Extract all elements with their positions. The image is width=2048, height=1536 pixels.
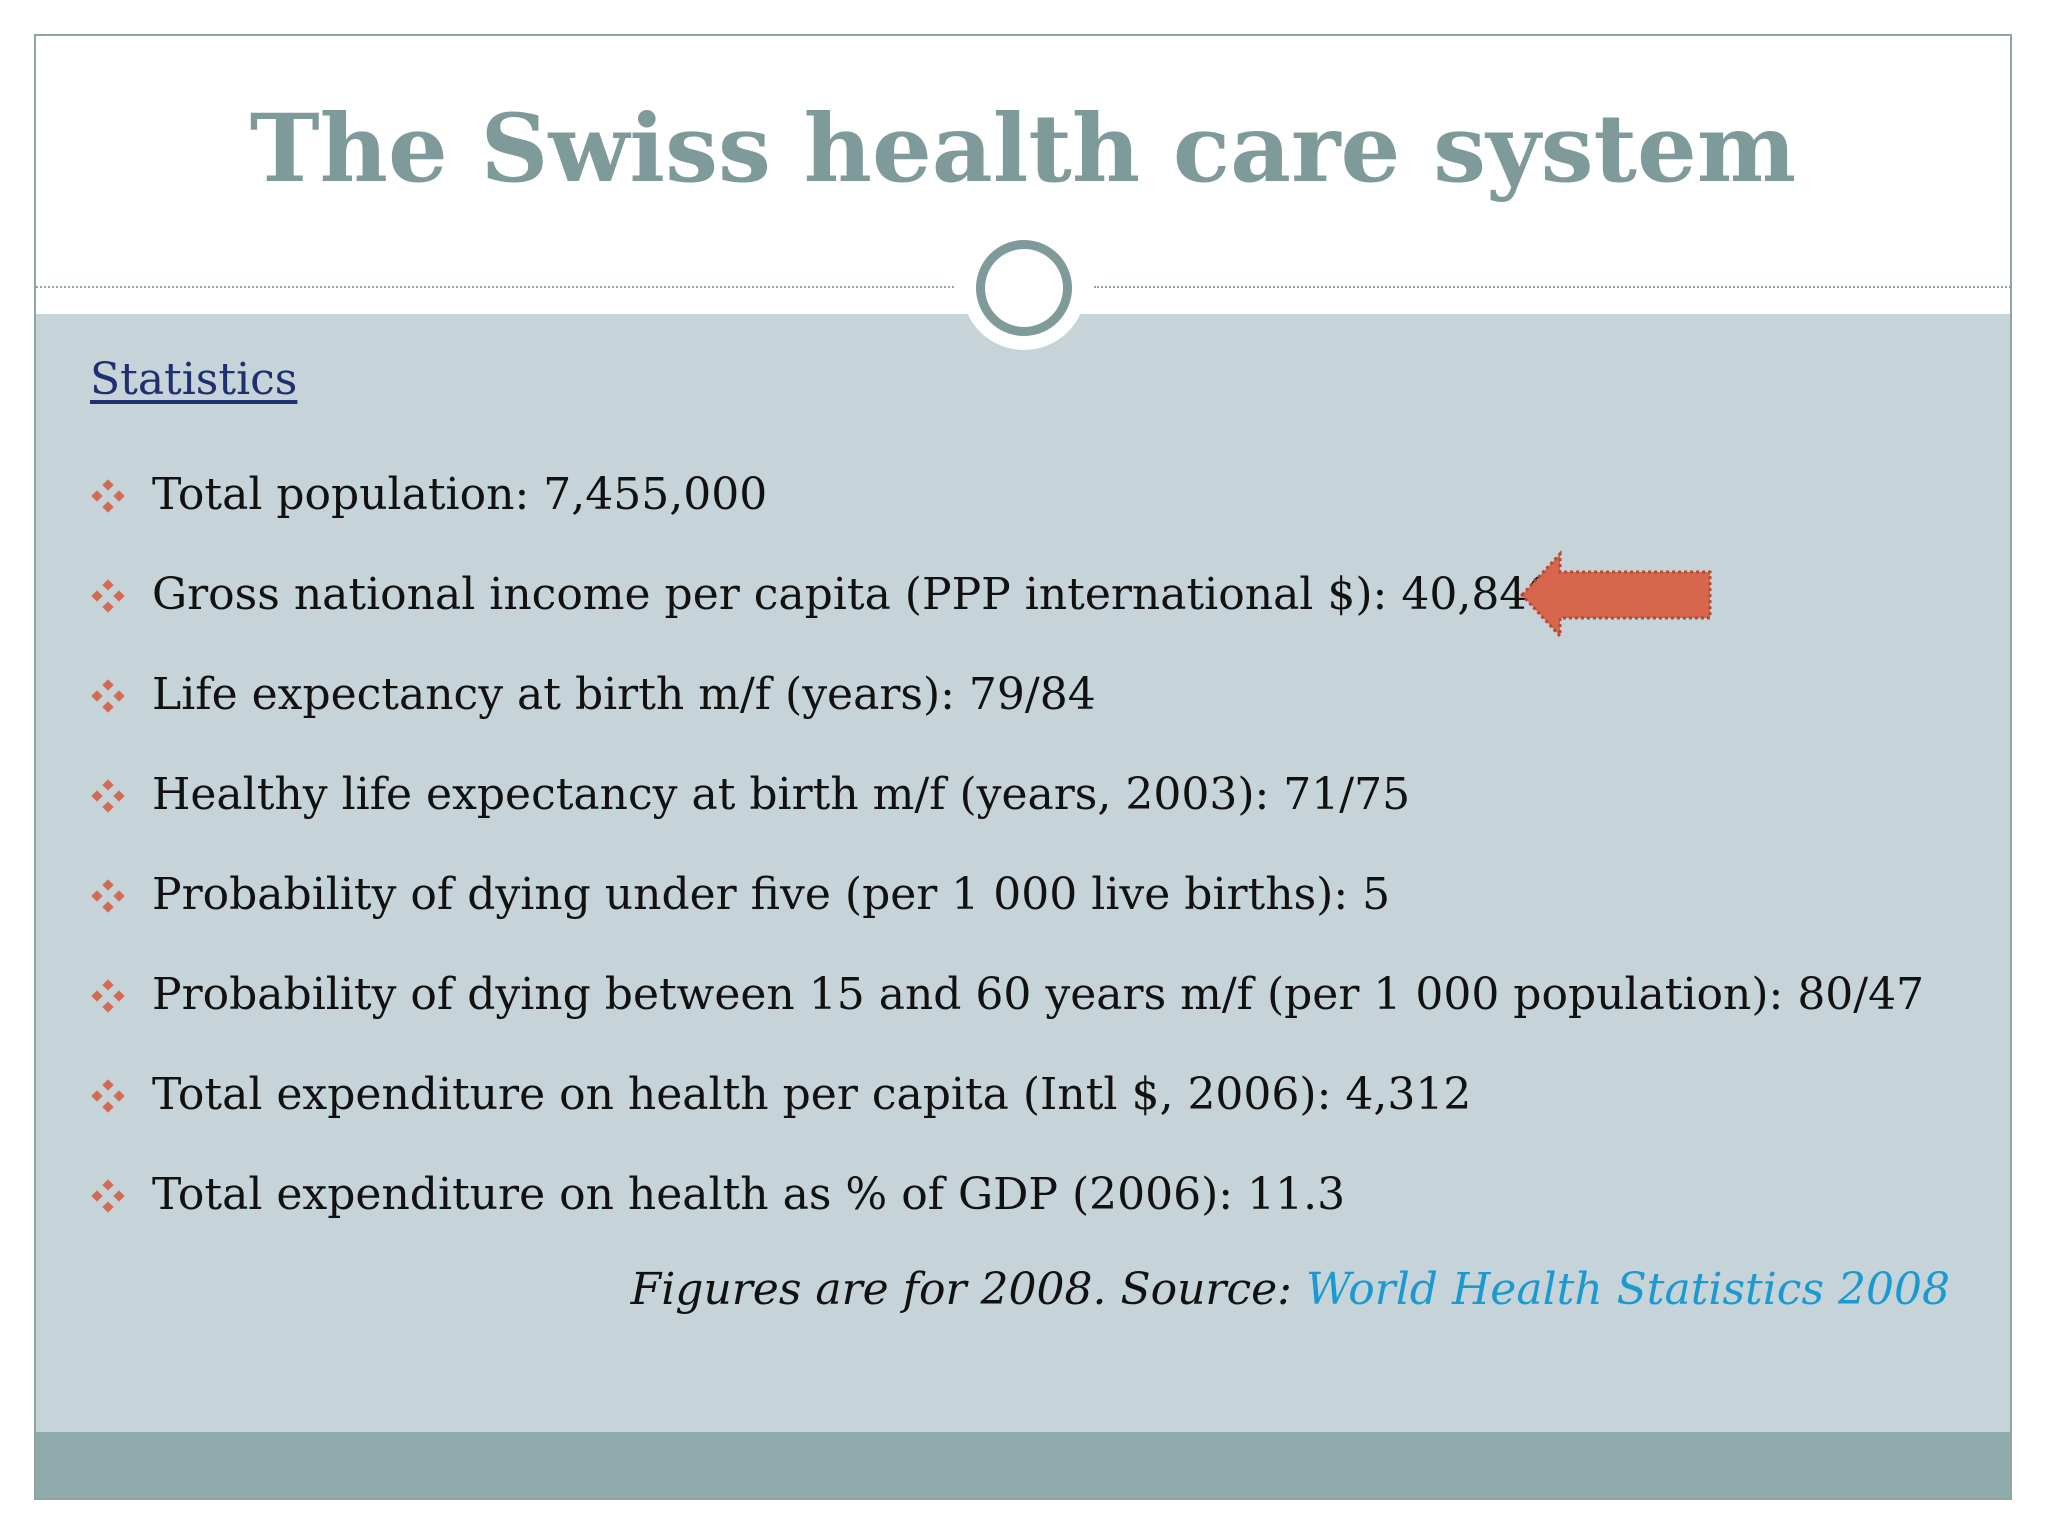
stat-text: Gross national income per capita (PPP in… bbox=[152, 569, 1556, 620]
source-citation: Figures are for 2008. Source: World Heal… bbox=[631, 1264, 1950, 1315]
slide: The Swiss health care system Statistics … bbox=[34, 34, 2012, 1500]
source-link[interactable]: World Health Statistics 2008 bbox=[1305, 1264, 1950, 1315]
stat-text: Total expenditure on health per capita (… bbox=[152, 1069, 1472, 1120]
circle-ornament-icon bbox=[976, 240, 1072, 336]
diamond-bullet-icon bbox=[91, 1079, 125, 1113]
diamond-bullet-icon bbox=[91, 779, 125, 813]
list-item: Total expenditure on health as % of GDP … bbox=[90, 1168, 1924, 1268]
stat-text: Probability of dying between 15 and 60 y… bbox=[152, 969, 1925, 1020]
source-prefix: Figures are for 2008. Source: bbox=[630, 1264, 1306, 1315]
left-arrow-icon bbox=[1520, 550, 1712, 640]
title-divider-left bbox=[36, 286, 954, 288]
content-area bbox=[36, 314, 2010, 1432]
diamond-bullet-icon bbox=[91, 679, 125, 713]
statistics-heading[interactable]: Statistics bbox=[90, 354, 298, 405]
diamond-bullet-icon bbox=[91, 979, 125, 1013]
list-item: Total expenditure on health per capita (… bbox=[90, 1068, 1924, 1168]
list-item: Gross national income per capita (PPP in… bbox=[90, 568, 1924, 668]
diamond-bullet-icon bbox=[91, 579, 125, 613]
list-item: Total population: 7,455,000 bbox=[90, 468, 1924, 568]
stat-text: Life expectancy at birth m/f (years): 79… bbox=[152, 669, 1096, 720]
statistics-list: Total population: 7,455,000 Gross nation… bbox=[90, 468, 1924, 1268]
list-item: Life expectancy at birth m/f (years): 79… bbox=[90, 668, 1924, 768]
list-item: Probability of dying between 15 and 60 y… bbox=[90, 968, 1924, 1068]
diamond-bullet-icon bbox=[91, 1179, 125, 1213]
list-item: Probability of dying under five (per 1 0… bbox=[90, 868, 1924, 968]
stat-text: Healthy life expectancy at birth m/f (ye… bbox=[152, 769, 1411, 820]
stat-text: Total expenditure on health as % of GDP … bbox=[152, 1169, 1346, 1220]
list-item: Healthy life expectancy at birth m/f (ye… bbox=[90, 768, 1924, 868]
stat-text: Total population: 7,455,000 bbox=[152, 469, 768, 520]
diamond-bullet-icon bbox=[91, 479, 125, 513]
divider-circle-backdrop bbox=[962, 226, 1086, 350]
stat-text: Probability of dying under five (per 1 0… bbox=[152, 869, 1391, 920]
slide-title: The Swiss health care system bbox=[249, 94, 1797, 204]
title-divider-right bbox=[1094, 286, 2010, 288]
footer-bar bbox=[36, 1432, 2010, 1498]
diamond-bullet-icon bbox=[91, 879, 125, 913]
